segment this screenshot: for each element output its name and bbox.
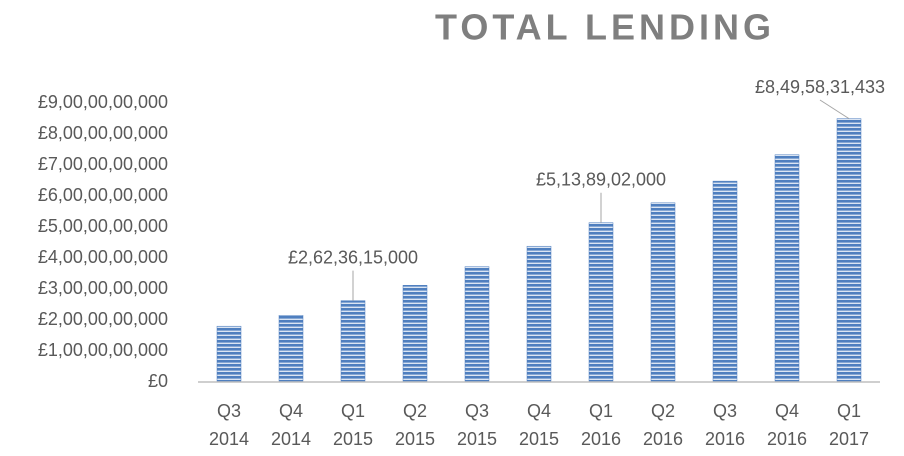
x-tick-label: Q3	[217, 401, 241, 421]
x-tick-label: 2015	[457, 429, 497, 449]
x-tick-label: Q3	[465, 401, 489, 421]
x-tick-label: Q2	[651, 401, 675, 421]
data-label: £5,13,89,02,000	[536, 169, 666, 189]
bar	[464, 266, 490, 383]
y-tick-label: £0	[148, 371, 168, 391]
bar	[712, 180, 738, 383]
x-tick-label: 2016	[581, 429, 621, 449]
y-tick-label: £7,00,00,00,000	[38, 154, 168, 174]
bar	[526, 245, 552, 383]
y-tick-label: £9,00,00,00,000	[38, 92, 168, 112]
x-tick-label: 2016	[767, 429, 807, 449]
y-tick-label: £3,00,00,00,000	[38, 278, 168, 298]
bar	[836, 118, 862, 383]
x-tick-label: 2017	[829, 429, 869, 449]
x-tick-label: Q4	[775, 401, 799, 421]
x-tick-label: 2014	[209, 429, 249, 449]
y-tick-label: £5,00,00,00,000	[38, 216, 168, 236]
bar	[340, 300, 366, 383]
x-tick-label: Q2	[403, 401, 427, 421]
leader-line	[819, 99, 850, 120]
y-tick-label: £1,00,00,00,000	[38, 340, 168, 360]
x-tick-label: 2015	[333, 429, 373, 449]
x-tick-label: Q4	[279, 401, 303, 421]
x-tick-label: Q3	[713, 401, 737, 421]
y-tick-label: £4,00,00,00,000	[38, 247, 168, 267]
y-tick-label: £6,00,00,00,000	[38, 185, 168, 205]
bar	[216, 325, 242, 383]
data-label: £2,62,36,15,000	[288, 247, 418, 267]
x-tick-label: 2015	[395, 429, 435, 449]
bar	[278, 315, 304, 383]
x-tick-label: 2014	[271, 429, 311, 449]
x-tick-label: Q1	[589, 401, 613, 421]
data-label: £8,49,58,31,433	[755, 77, 885, 97]
x-tick-label: Q1	[837, 401, 861, 421]
bar	[588, 222, 614, 383]
x-tick-label: 2016	[643, 429, 683, 449]
x-tick-label: Q4	[527, 401, 551, 421]
chart-title: TOTAL LENDING	[435, 7, 775, 48]
x-tick-label: 2016	[705, 429, 745, 449]
y-tick-label: £2,00,00,00,000	[38, 309, 168, 329]
x-tick-label: 2015	[519, 429, 559, 449]
bar	[650, 202, 676, 383]
x-tick-label: Q1	[341, 401, 365, 421]
bar	[402, 285, 428, 383]
y-tick-label: £8,00,00,00,000	[38, 123, 168, 143]
bar	[774, 154, 800, 383]
